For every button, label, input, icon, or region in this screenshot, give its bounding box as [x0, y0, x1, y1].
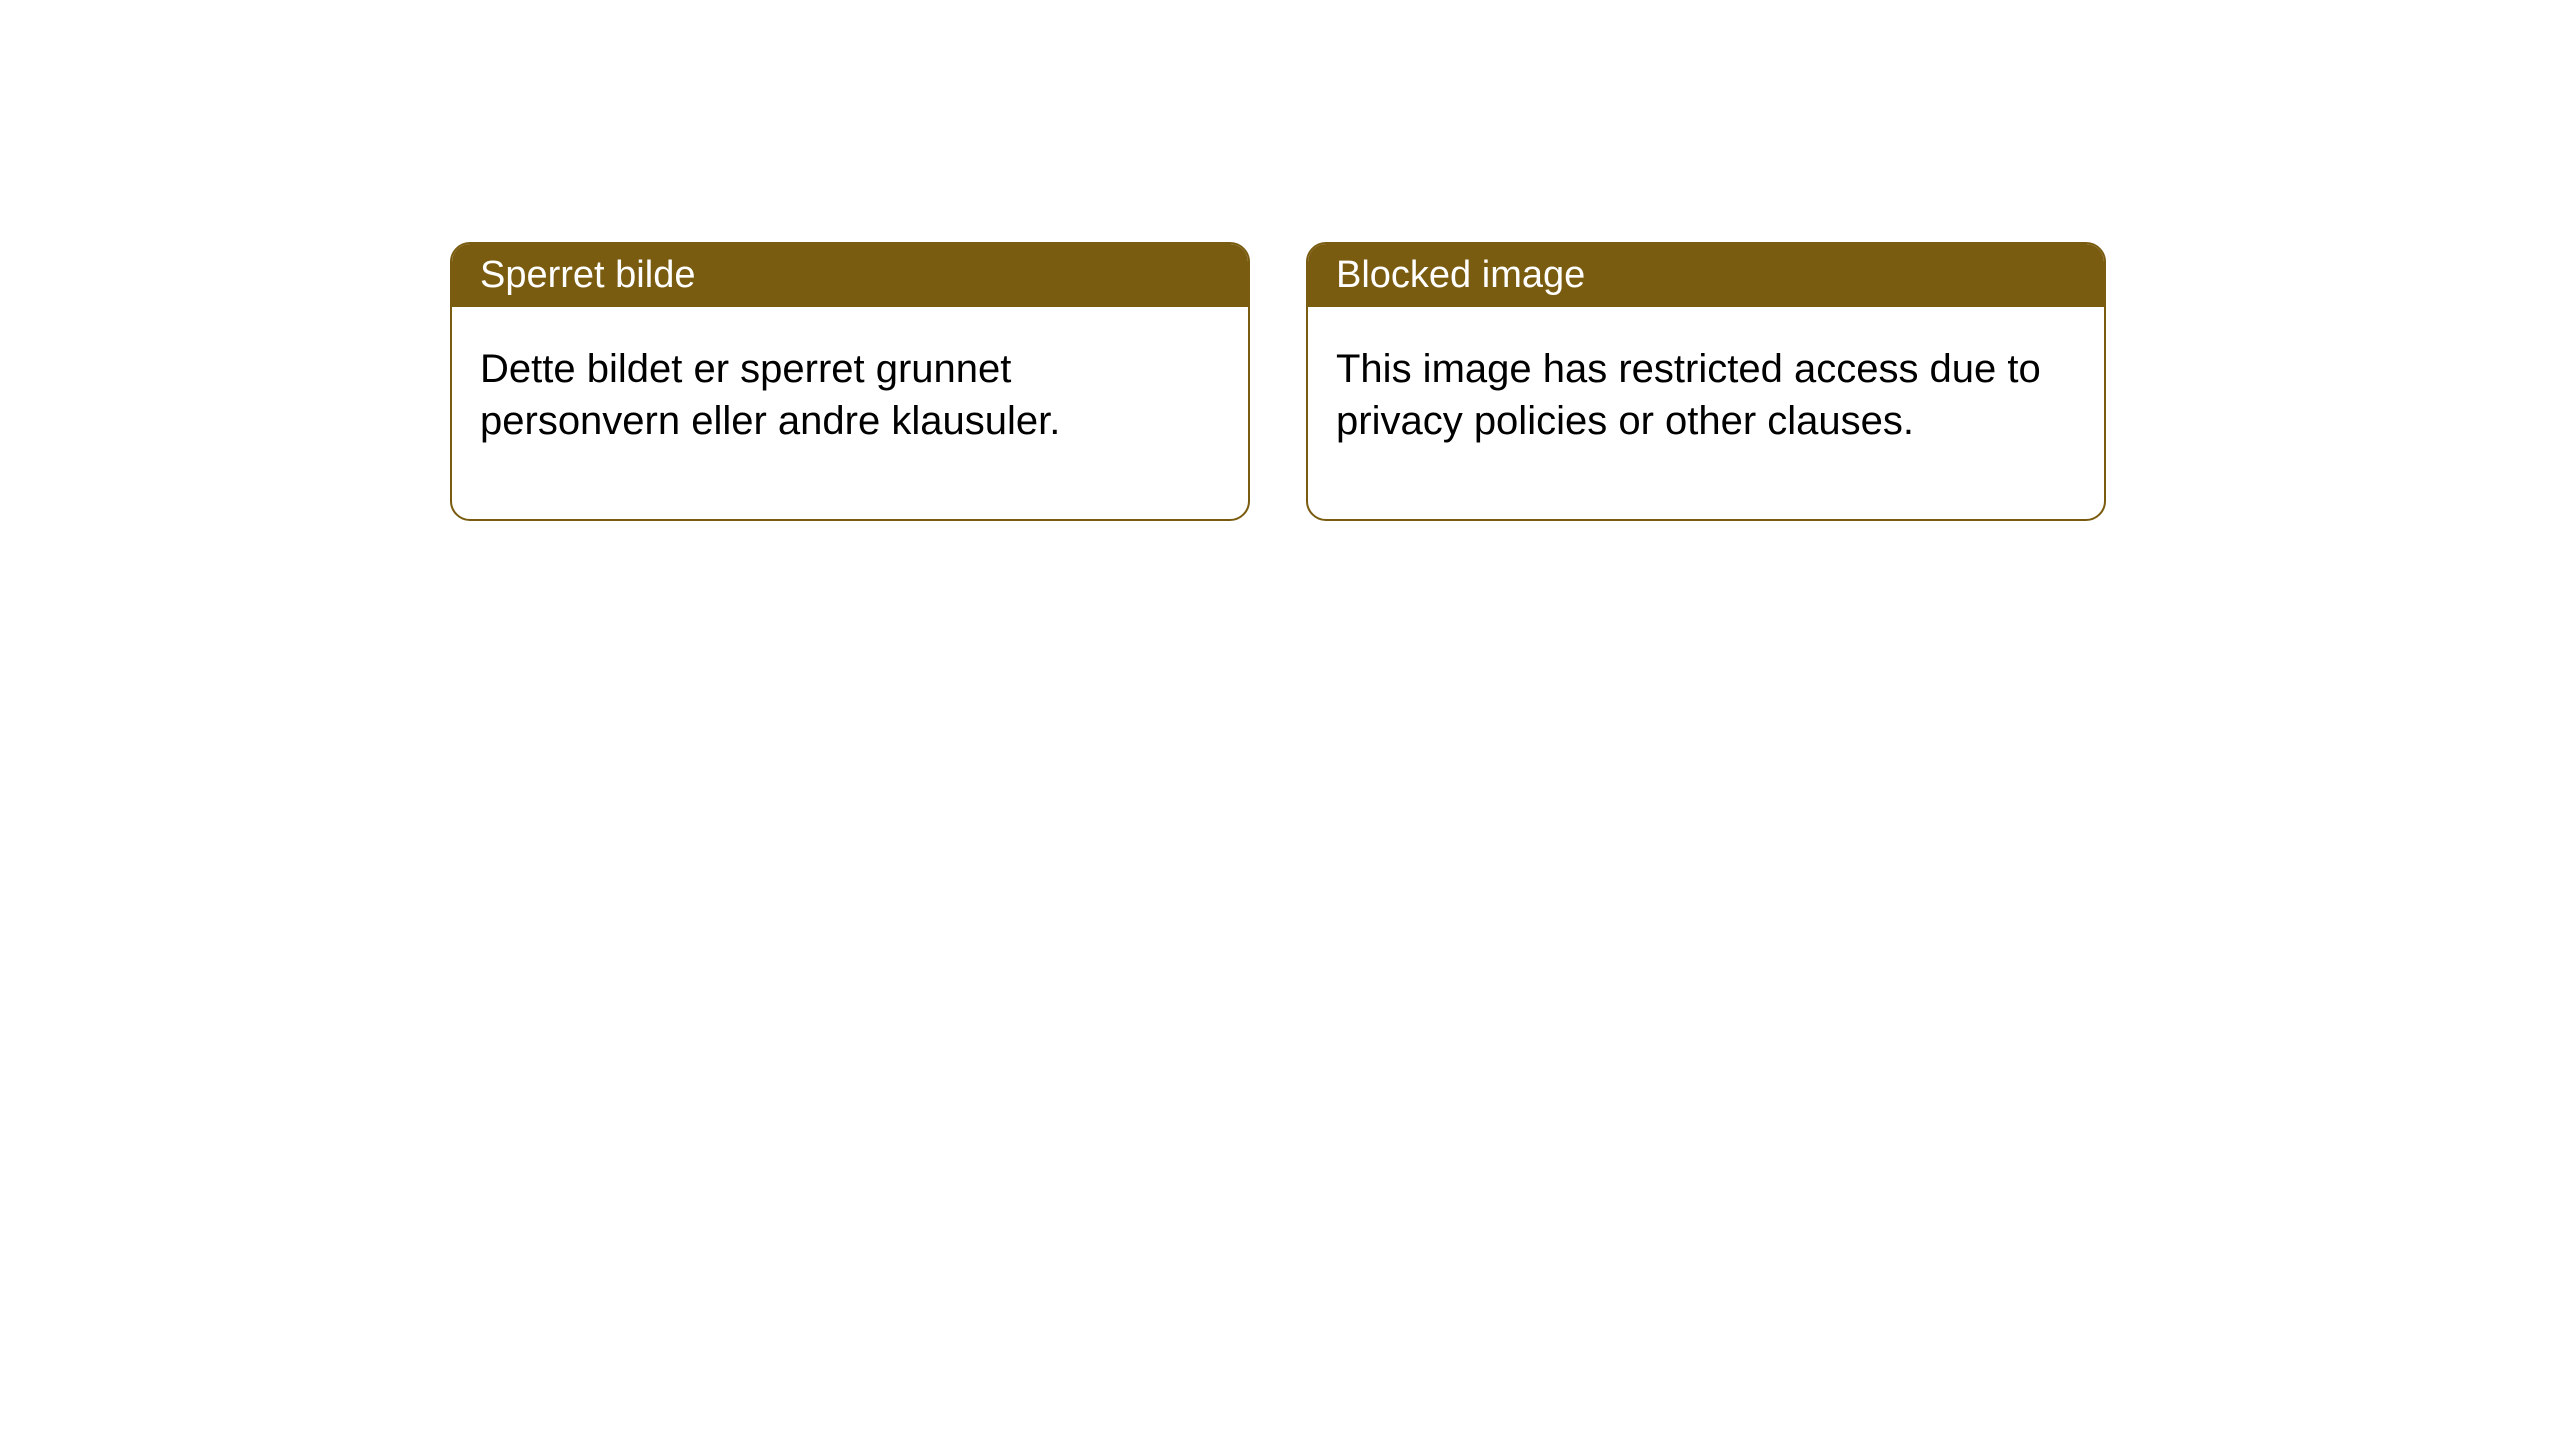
notice-body: Dette bildet er sperret grunnet personve…: [452, 307, 1248, 519]
notice-body: This image has restricted access due to …: [1308, 307, 2104, 519]
notice-title: Blocked image: [1336, 254, 1585, 296]
notice-card-english: Blocked image This image has restricted …: [1306, 242, 2106, 521]
notice-body-text: This image has restricted access due to …: [1336, 347, 2041, 443]
notice-card-norwegian: Sperret bilde Dette bildet er sperret gr…: [450, 242, 1250, 521]
notice-body-text: Dette bildet er sperret grunnet personve…: [480, 347, 1060, 443]
notice-container: Sperret bilde Dette bildet er sperret gr…: [450, 242, 2106, 521]
notice-title: Sperret bilde: [480, 254, 695, 296]
notice-header: Blocked image: [1308, 244, 2104, 307]
notice-header: Sperret bilde: [452, 244, 1248, 307]
